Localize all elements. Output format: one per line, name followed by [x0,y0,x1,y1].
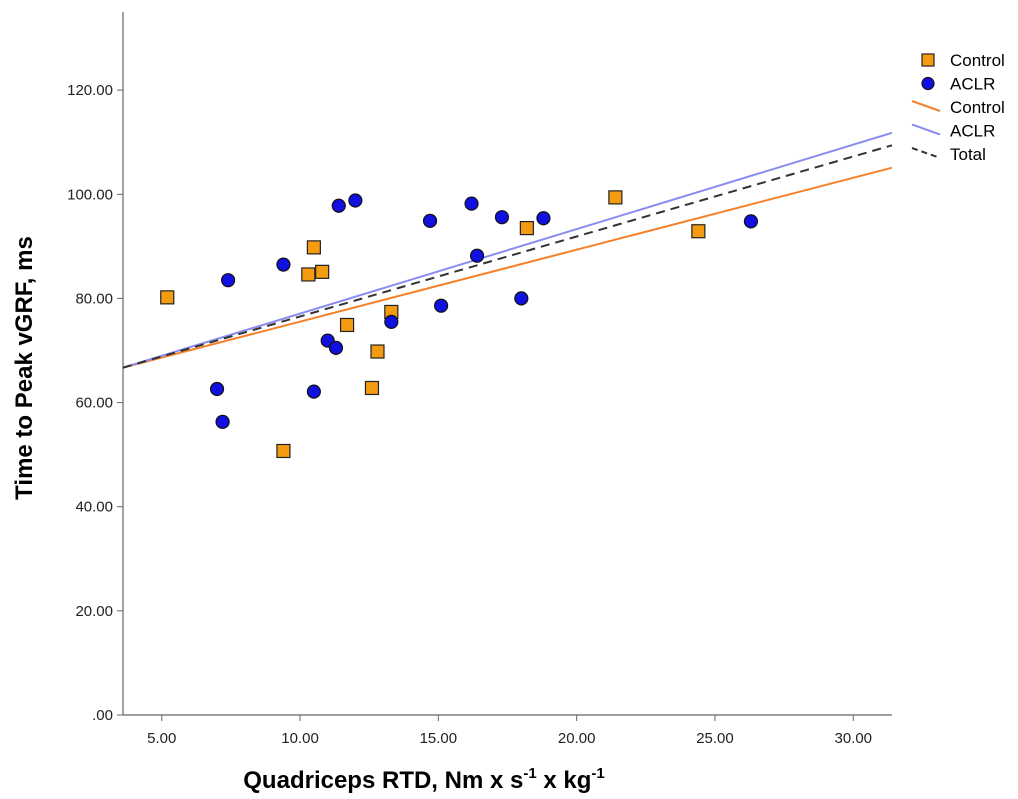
point-aclr [348,193,363,208]
y-tick-label: 40.00 [75,499,113,516]
legend-marker-square [921,53,935,67]
point-aclr [743,214,759,229]
fit-line-total [122,144,893,369]
legend-line [911,100,941,112]
y-tick-label: 60.00 [75,395,113,412]
point-control [315,264,330,279]
point-control [339,317,355,333]
x-tick-label: 15.00 [420,730,458,747]
legend-label: ACLR [950,75,995,94]
point-aclr [422,213,438,228]
y-tick-label: 100.00 [67,186,113,203]
point-aclr [276,257,291,272]
y-tick-label: 20.00 [75,603,113,620]
legend: Control ACLR Control ACLR Total [911,51,1005,164]
point-aclr [221,273,236,288]
point-control [306,240,321,255]
point-control [160,290,175,305]
point-aclr [215,414,230,429]
point-control [608,190,623,205]
point-aclr [331,198,346,213]
point-aclr [494,210,510,225]
point-control [301,267,316,282]
x-tick-label: 25.00 [696,730,734,747]
fit-line-control [122,166,893,369]
point-aclr [464,196,479,211]
legend-label: Control [950,51,1005,70]
point-control [519,221,534,236]
y-tick-label: 80.00 [75,290,113,307]
point-aclr [536,211,551,226]
point-aclr [306,384,321,399]
y-tick-label: 120.00 [67,82,113,99]
x-tick-label: 30.00 [834,730,872,747]
x-tick-label: 20.00 [558,730,596,747]
y-axis-title: Time to Peak vGRF, ms [11,236,38,500]
point-control [370,344,385,359]
x-tick-label: 10.00 [281,730,319,747]
point-aclr [209,381,225,397]
point-control [276,443,291,459]
legend-line [911,123,941,136]
legend-marker-circle [921,76,935,91]
x-tick-label: 5.00 [147,730,176,747]
y-tick-label: .00 [92,707,113,724]
legend-label: ACLR [950,122,995,141]
legend-label: Total [950,145,986,164]
point-control [364,380,380,396]
point-aclr [384,314,399,329]
point-control [691,224,706,239]
point-aclr [469,248,485,263]
x-axis-title: Quadriceps RTD, Nm x s-1 x kg-1 [243,765,604,794]
point-aclr [434,298,449,313]
fit-line-aclr [122,131,893,369]
legend-line-dashed [911,147,941,159]
legend-label: Control [950,98,1005,117]
point-aclr [328,340,344,355]
point-aclr [514,291,529,306]
